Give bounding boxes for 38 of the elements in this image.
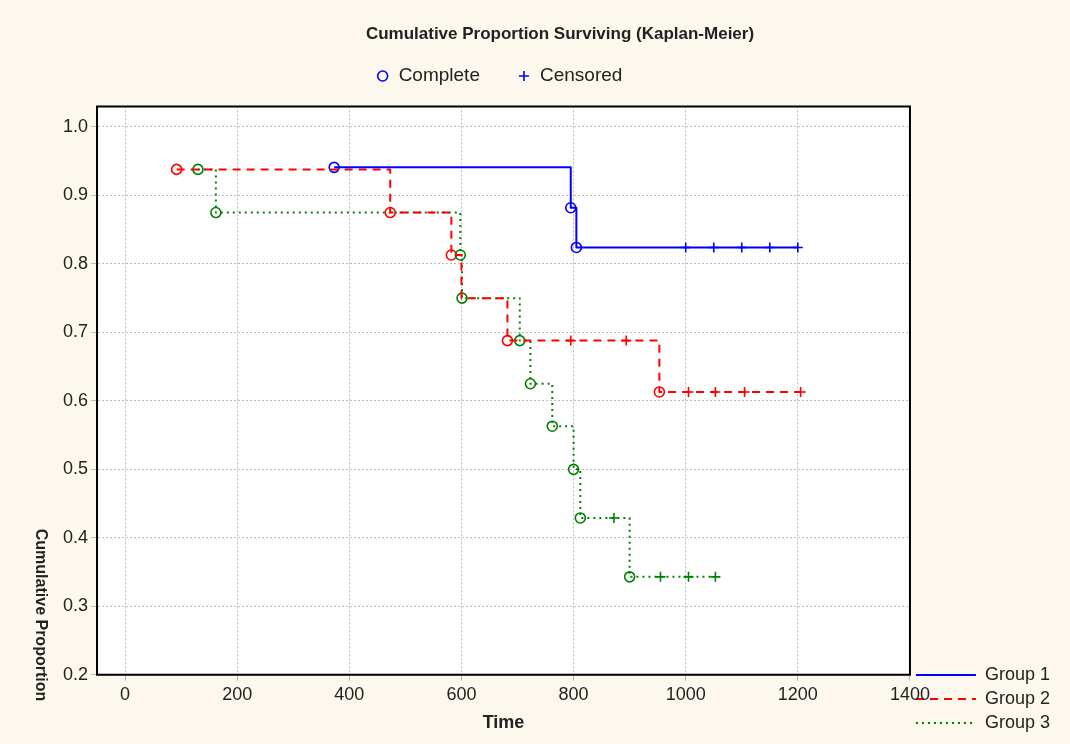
legend-label: Complete [398, 64, 480, 86]
point [570, 241, 583, 254]
point [564, 201, 577, 214]
x-tick-label: 1400 [889, 683, 930, 704]
y-tick-label: 0.2 [62, 663, 89, 684]
point [210, 206, 222, 219]
point [623, 571, 636, 583]
y-axis-title: Cumulative Proportion [32, 528, 50, 702]
x-tick-label: 0 [120, 683, 131, 704]
y-tick-label: 0.5 [62, 458, 89, 479]
y-tick-label: 0.6 [62, 389, 89, 410]
legend-label: Group 2 [984, 687, 1051, 708]
legend-label: Group 1 [984, 663, 1051, 684]
x-tick-label: 400 [334, 683, 365, 704]
x-tick-label: 200 [222, 683, 253, 704]
x-axis-title: Time [482, 712, 525, 733]
y-tick-label: 0.9 [62, 184, 89, 205]
point [456, 292, 468, 304]
point [513, 334, 526, 347]
point [328, 161, 340, 174]
y-tick-label: 0.3 [62, 595, 89, 616]
y-tick-label: 0.4 [62, 526, 89, 547]
point [524, 377, 537, 390]
x-tick-label: 1200 [777, 683, 818, 704]
point [546, 420, 559, 433]
y-tick-label: 1.0 [62, 115, 89, 136]
legend-label: Censored [539, 64, 623, 86]
x-tick-label: 800 [558, 683, 589, 704]
x-tick-label: 1000 [665, 683, 706, 704]
chart-title: Cumulative Proportion Surviving (Kaplan-Meier) [365, 23, 755, 43]
point [574, 512, 587, 524]
point [192, 163, 204, 176]
point [454, 249, 467, 261]
x-tick-label: 600 [446, 683, 477, 704]
y-tick-label: 0.7 [62, 321, 89, 342]
point [567, 463, 580, 476]
y-tick-label: 0.8 [62, 252, 89, 273]
legend-label: Group 3 [984, 711, 1051, 732]
